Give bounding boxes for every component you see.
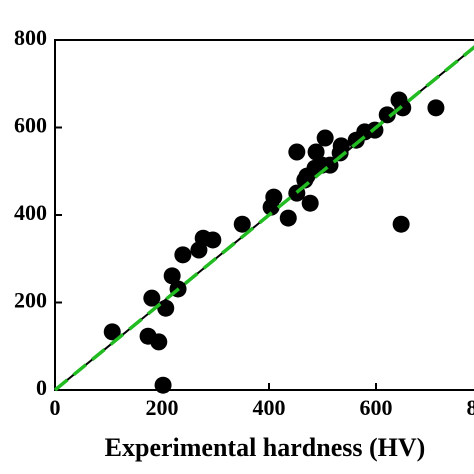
x-tick-label: 400 [253,395,286,420]
point [204,231,222,249]
point [174,246,192,264]
y-tick-label: 200 [14,288,47,313]
y-tick-label: 800 [14,25,47,50]
point [316,129,334,147]
x-axis-label: Experimental hardness (HV) [105,433,426,462]
y-tick-label: 400 [14,200,47,225]
point [378,106,396,124]
point [279,209,297,227]
x-tick-label: 600 [360,395,393,420]
reference-line [53,45,474,392]
point [157,299,175,317]
point [265,188,283,206]
x-tick-label: 800 [467,395,474,420]
x-tick-label: 200 [146,395,179,420]
point [427,99,445,117]
point [332,137,350,155]
y-tick-label: 600 [14,113,47,138]
point [103,323,121,341]
point [154,376,172,394]
point [307,143,325,161]
point [392,215,410,233]
point [301,194,319,212]
x-tick-label: 0 [50,395,61,420]
point [143,289,161,307]
point [150,333,168,351]
point [288,143,306,161]
y-tick-label: 0 [36,375,47,400]
point [233,215,251,233]
point [163,267,181,285]
